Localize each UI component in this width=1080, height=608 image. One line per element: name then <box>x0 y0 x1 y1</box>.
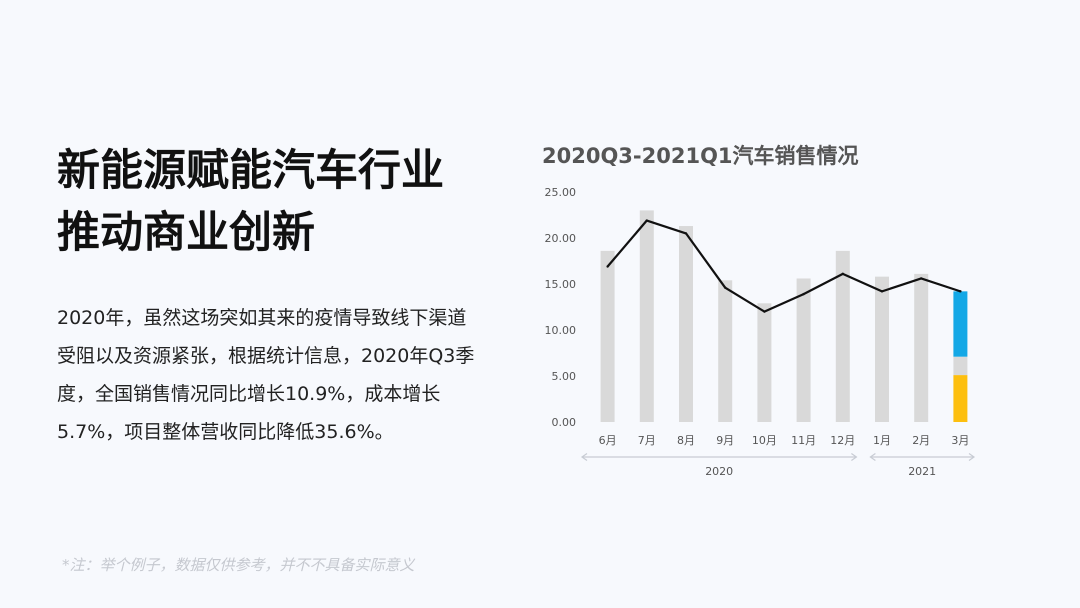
y-tick-label: 25.00 <box>545 186 577 199</box>
sales-chart: 0.00 5.00 10.00 15.00 20.00 25.00 6月 7月 8月 9月 10月 1… <box>545 186 976 478</box>
headline: 新能源赋能汽车行业 推动商业创新 <box>57 140 497 264</box>
x-tick-label: 10月 <box>752 434 777 447</box>
headline-line-1: 新能源赋能汽车行业 <box>57 146 444 196</box>
line-point <box>802 292 805 296</box>
x-tick-label: 7月 <box>638 434 656 447</box>
arrow-left-icon <box>580 453 588 461</box>
year-label: 2020 <box>705 465 733 478</box>
x-tick-label: 12月 <box>830 434 855 447</box>
line-point <box>645 219 648 222</box>
bar <box>600 250 615 422</box>
arrow-right-icon <box>851 453 858 461</box>
bar <box>796 278 811 422</box>
headline-line-2: 推动商业创新 <box>57 208 315 258</box>
x-tick-label: 6月 <box>599 434 617 447</box>
body-paragraph: 2020年，虽然这场突如其来的疫情导致线下渠道受阻以及资源紧张，根据统计信息，2… <box>57 307 475 443</box>
bar <box>757 303 772 422</box>
x-tick-label: 1月 <box>873 434 891 447</box>
y-tick-label: 10.00 <box>545 324 577 337</box>
bar <box>875 276 889 422</box>
bar <box>679 226 693 422</box>
bar-segment-blue <box>953 291 968 357</box>
bar-segment-grey <box>953 356 968 376</box>
line-point <box>606 265 609 268</box>
line-point <box>841 272 844 276</box>
bar-segment-yellow <box>953 375 968 422</box>
line-point <box>763 310 766 313</box>
bar <box>914 273 929 422</box>
y-tick-label: 0.00 <box>552 416 577 429</box>
year-label: 2021 <box>908 465 936 478</box>
x-tick-label: 9月 <box>716 434 734 447</box>
y-tick-label: 15.00 <box>545 278 577 291</box>
bar <box>639 210 654 422</box>
line-point <box>959 290 962 293</box>
x-tick-label: 2月 <box>912 434 930 447</box>
x-tick-label: 8月 <box>677 434 695 447</box>
y-tick-label: 20.00 <box>545 232 577 245</box>
bar <box>718 280 733 422</box>
arrow-right-icon <box>968 453 976 461</box>
y-tick-label: 5.00 <box>552 370 577 383</box>
x-tick-label: 3月 <box>951 434 969 447</box>
x-tick-label: 11月 <box>791 434 816 447</box>
line-point <box>880 290 884 293</box>
chart-title: 2020Q3-2021Q1汽车销售情况 <box>542 144 859 168</box>
line-point <box>684 232 688 235</box>
line-point <box>920 277 923 280</box>
arrow-left-icon <box>869 453 876 461</box>
footnote: *注：举个例子，数据仅供参考，并不不具备实际意义 <box>62 556 415 574</box>
line-series <box>606 219 961 313</box>
bar <box>835 250 850 422</box>
line-point <box>724 286 727 289</box>
